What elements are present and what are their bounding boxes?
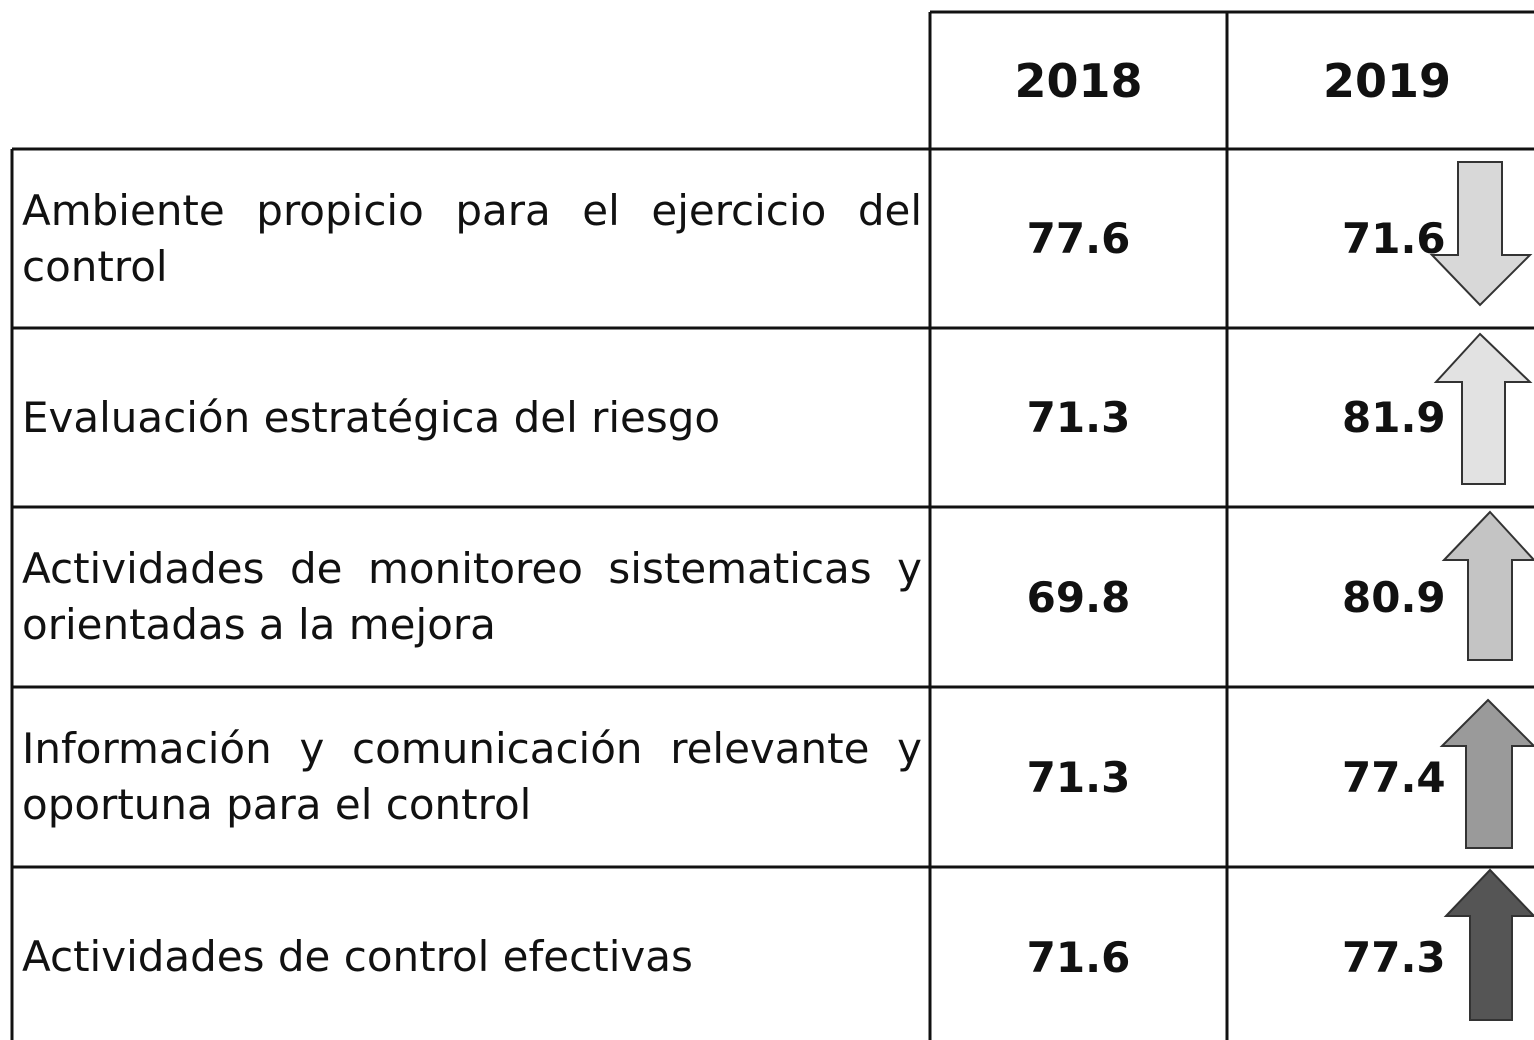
arrow-up [1441,510,1534,661]
row-label-text: Ambiente propicio para el ejercicio del … [22,185,922,291]
row-label: Actividades de control efectivas [12,867,930,1040]
row-label-text: Evaluación estratégica del riesgo [22,392,721,442]
row-label-text: Información y comunicación relevante y o… [22,724,922,829]
value-2018: 71.3 [1026,393,1131,442]
row-label-text: Actividades de monitoreo sistematicas y … [22,544,922,649]
arrow-up [1439,698,1534,849]
row-label: Información y comunicación relevante y o… [12,687,930,867]
row-label-text: Actividades de control efectivas [22,932,693,981]
value-2019: 80.9 [1342,572,1446,622]
value-2018: 71.3 [1026,752,1131,802]
arrow-down [1429,161,1533,307]
value-2019: 71.6 [1342,214,1446,263]
value-2018: 69.8 [1026,572,1131,622]
header-cell: 2018 [1014,53,1143,108]
value-2019: 81.9 [1342,393,1446,442]
value-2019: 77.4 [1342,752,1446,802]
arrow-up [1433,332,1533,485]
value-2018: 77.6 [1026,214,1131,263]
value-2018: 71.6 [1026,932,1131,982]
row-label: Evaluación estratégica del riesgo [12,328,930,507]
header-cell: 2019 [1322,53,1452,108]
arrow-up [1443,868,1534,1021]
row-label: Ambiente propicio para el ejercicio del … [12,149,930,328]
row-label: Actividades de monitoreo sistematicas y … [12,507,930,687]
value-2019: 77.3 [1342,932,1446,982]
